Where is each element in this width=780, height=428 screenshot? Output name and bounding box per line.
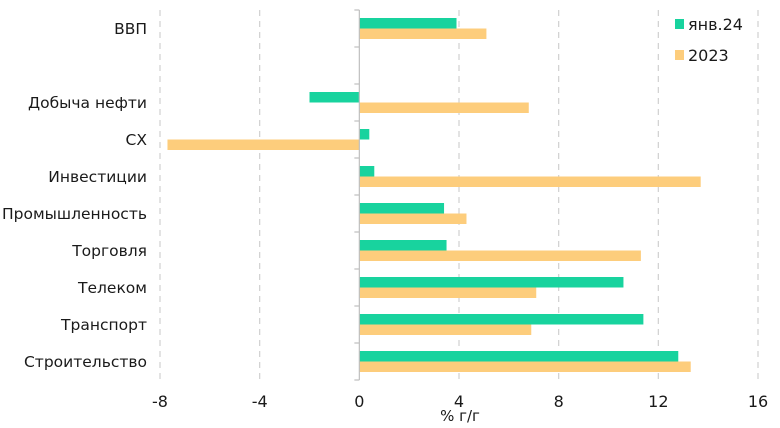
category-label: СХ: [126, 131, 148, 149]
bar-2023: [359, 324, 532, 335]
legend-swatch: [675, 50, 684, 60]
x-axis-title: % г/г: [440, 407, 480, 425]
category-label: Добыча нефти: [28, 94, 147, 112]
category-label: Промышленность: [2, 205, 147, 223]
bar-2023: [359, 361, 691, 372]
bars: [167, 18, 701, 372]
legend: янв.24 2023: [675, 15, 743, 65]
bar-2023: [359, 287, 537, 298]
bar-2023: [359, 250, 641, 261]
bar-jan24: [359, 203, 445, 214]
bar-2023: [359, 176, 701, 187]
x-tick-label: 16: [748, 392, 768, 411]
x-tick-label: -8: [152, 392, 168, 411]
category-label: Телеком: [77, 279, 147, 297]
bar-2023: [359, 213, 467, 224]
bar-jan24: [359, 240, 447, 251]
y-axis: [354, 9, 360, 381]
category-label: Строительство: [24, 353, 147, 371]
x-tick-labels: -8 -4 0 4 8 12 16: [152, 392, 768, 411]
category-labels: ВВП Добыча нефти СХ Инвестиции Промышленност…: [2, 20, 147, 371]
category-label: Инвестиции: [48, 168, 147, 186]
bar-2023: [167, 139, 360, 150]
x-tick-label: 4: [454, 392, 464, 411]
bar-jan24: [359, 277, 624, 288]
bar-jan24: [359, 166, 375, 177]
bar-2023: [359, 102, 529, 113]
legend-swatch: [675, 19, 684, 29]
x-tick-label: 0: [354, 392, 364, 411]
legend-label: янв.24: [688, 15, 743, 34]
x-tick-label: 8: [554, 392, 564, 411]
bar-jan24: [359, 129, 370, 140]
bar-jan24: [359, 351, 679, 362]
category-label: ВВП: [114, 20, 147, 38]
bar-jan24: [359, 314, 644, 325]
bar-2023: [359, 28, 487, 39]
x-tick-label: 12: [648, 392, 668, 411]
bar-jan24: [309, 92, 360, 103]
category-label: Торговля: [71, 242, 147, 260]
category-label: Транспорт: [60, 316, 147, 334]
legend-label: 2023: [688, 46, 729, 65]
bar-jan24: [359, 18, 457, 29]
x-tick-label: -4: [252, 392, 268, 411]
